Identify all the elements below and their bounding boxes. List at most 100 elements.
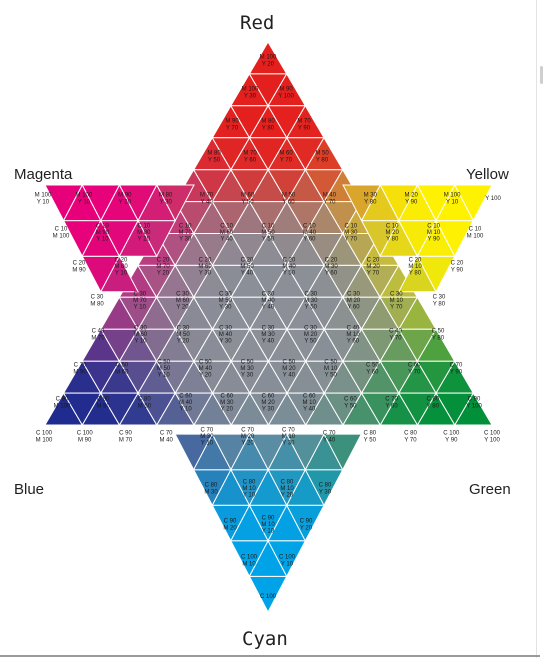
swatch-label: C 70 Y 60: [385, 397, 398, 410]
swatch-label: C 10 M 100: [53, 227, 70, 240]
window-scrollbar[interactable]: [536, 0, 547, 658]
swatch-label: M 90 Y 20: [118, 193, 132, 206]
swatch-label: C 100: [260, 594, 277, 600]
vertex-label-red: Red: [240, 12, 275, 34]
swatch-label: C 10 M 60 Y 40: [220, 223, 234, 242]
swatch-label: C 60 M 10 Y 40: [303, 393, 317, 412]
swatch-label: C 70 Y 40: [323, 431, 336, 444]
swatch-label: C 70 M 10 Y 30: [282, 427, 296, 446]
swatch-label: C 70 M 20 Y 20: [241, 427, 255, 446]
vertex-label-green: Green: [469, 481, 511, 498]
swatch-label: C 90 M 20: [223, 519, 237, 532]
swatch-label: M 40 Y 70: [323, 193, 337, 206]
swatch-label: C 90 M 10 Y 10: [261, 515, 275, 534]
swatch-label: M 70 Y 60: [243, 151, 257, 164]
swatch-label: C 60 Y 70: [408, 363, 421, 376]
swatch-label: C 80 Y 30: [319, 483, 332, 496]
swatch-label: C 40 Y 70: [389, 329, 402, 342]
swatch-label: M 30 Y 80: [364, 193, 378, 206]
swatch-label: C 100 Y 100: [484, 431, 501, 444]
swatch-label: C 10 M 30 Y 70: [344, 223, 358, 242]
swatch-cell: [155, 184, 195, 222]
swatch-label: C 70 M 40: [160, 431, 174, 444]
swatch-cell: [453, 392, 493, 426]
swatch-label: C 100 M 100: [36, 431, 53, 444]
swatch-label: C 80 M 50: [138, 397, 152, 410]
swatch-label: C 10 M 100: [467, 227, 484, 240]
swatch-label: C 90 M 100: [54, 397, 71, 410]
swatch-label: M 80 Y 50: [207, 151, 221, 164]
swatch-label: C 30 M 50 Y 20: [176, 325, 190, 344]
swatch-label: C 60 M 40 Y 10: [179, 393, 193, 412]
swatch-label: M 90 Y 70: [225, 119, 239, 132]
swatch-label: C 10 M 40 Y 60: [303, 223, 317, 242]
swatch-label: C 60 M 30 Y 20: [220, 393, 234, 412]
swatch-label: C 80 M 10 Y 20: [280, 479, 294, 498]
swatch-label: C 30 M 40 Y 40: [261, 291, 275, 310]
swatch-label: C 50 Y 60: [366, 363, 379, 376]
swatch-label: C 30 M 30 Y 50: [304, 291, 318, 310]
swatch-label: C 80 M 30: [204, 483, 218, 496]
swatch-label: C 100 Y 90: [443, 431, 460, 444]
swatch-label: C 10 M 80 Y 20: [137, 223, 151, 242]
swatch-label: C 40 M 10 Y 60: [346, 325, 360, 344]
swatch-label: C 20 M 50 Y 40: [240, 257, 254, 276]
vertex-label-magenta: Magenta: [14, 166, 73, 183]
swatch-label: M 60 Y 50: [241, 193, 255, 206]
swatch-label: C 10 M 70 Y 30: [179, 223, 193, 242]
swatch-cell: [453, 184, 493, 222]
swatch-label: C 90 M 70: [119, 431, 133, 444]
swatch-label: C 20 M 80 Y 10: [114, 257, 128, 276]
swatch-label: C 80 Y 50: [363, 431, 376, 444]
scrollbar-thumb[interactable]: [540, 66, 543, 84]
swatch-label: C 50 M 50 Y 10: [157, 359, 171, 378]
swatch-label: C 30 M 20 Y 50: [304, 325, 318, 344]
swatch-label: C 100 M 90: [77, 431, 94, 444]
swatch-label: C 30 M 50 Y 30: [219, 291, 233, 310]
swatch-label: M 90 Y 100: [278, 87, 294, 100]
swatch-label: C 20 M 70 Y 20: [156, 257, 170, 276]
swatch-label: C 80 M 10 Y 10: [242, 479, 256, 498]
swatch-label: C 70 M 90: [73, 363, 87, 376]
swatch-label: M 70 Y 90: [297, 119, 311, 132]
bottom-divider: [0, 655, 540, 657]
swatch-label: C 30 M 70 Y 10: [133, 291, 147, 310]
swatch-label: C 50 M 10 Y 50: [324, 359, 338, 378]
swatch-label: C 20 M 90: [72, 261, 86, 274]
swatch-label: C 20 Y 90: [451, 261, 464, 274]
color-star: M 100 Y 20 M 100 Y 30 M 90 Y 100 M 90 Y 70 M 80 Y…: [35, 41, 501, 614]
vertex-label-yellow: Yellow: [466, 166, 509, 183]
swatch-label: C 30 M 20 Y 60: [347, 291, 361, 310]
swatch-label: C 80 Y 80: [426, 397, 439, 410]
swatch-cell: [99, 255, 139, 293]
swatch-label: C 50 M 30 Y 30: [240, 359, 254, 378]
swatch-label: C 30 M 30 Y 40: [261, 325, 275, 344]
swatch-label: M 70 Y 40: [200, 193, 214, 206]
swatch-label: Y 100: [485, 196, 501, 202]
swatch-label: C 20 M 30 Y 60: [324, 257, 338, 276]
swatch-label: C 10 M 20 Y 80: [386, 223, 400, 242]
swatch-label: M 100 Y 20: [260, 55, 277, 68]
swatch-label: M 60 Y 70: [279, 151, 293, 164]
swatch-label: C 70 M 30 Y 10: [200, 427, 214, 446]
swatch-label: M 100 Y 10: [76, 193, 93, 206]
swatch-label: C 20 M 60 Y 30: [198, 257, 212, 276]
swatch-label: C 50 M 40 Y 20: [199, 359, 213, 378]
swatch-label: M 80 Y 80: [261, 119, 275, 132]
swatch-label: C 40 M 70: [91, 329, 105, 342]
swatch-label: C 20 M 20 Y 70: [366, 257, 380, 276]
swatch-label: M 50 Y 60: [282, 193, 296, 206]
swatch-label: M 20 Y 90: [405, 193, 419, 206]
swatch-label: C 60 M 20 Y 30: [261, 393, 275, 412]
swatch-label: C 10 M 90 Y 10: [96, 223, 110, 242]
swatch-label: C 30 M 60 Y 10: [134, 325, 148, 344]
swatch-label: C 30 M 10 Y 70: [390, 291, 404, 310]
swatch-label: C 30 M 40 Y 30: [219, 325, 233, 344]
swatch-label: C 80 M 80: [97, 397, 111, 410]
swatch-label: C 100 M 10: [241, 555, 258, 568]
swatch-label: C 20 M 10 Y 80: [408, 257, 422, 276]
swatch-label: C 10 M 10 Y 90: [427, 223, 441, 242]
swatch-label: C 30 Y 80: [433, 295, 446, 308]
swatch-label: C 60 Y 50: [344, 397, 357, 410]
